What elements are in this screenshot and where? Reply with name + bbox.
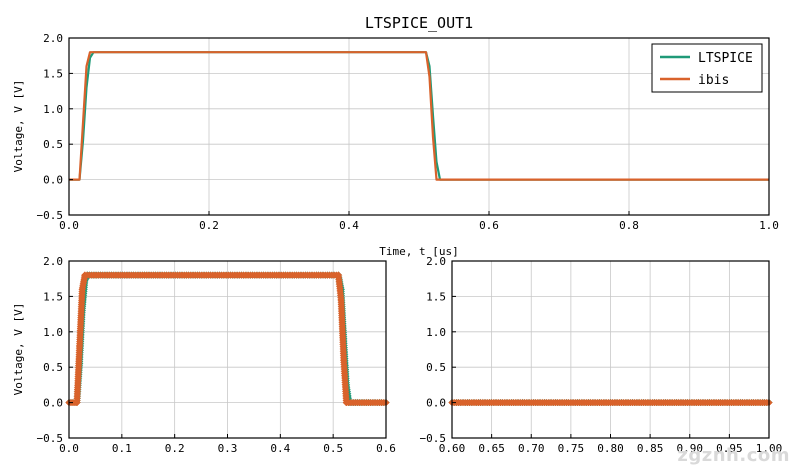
y-tick-label: 0.0 (426, 397, 446, 410)
y-tick-label: 2.0 (43, 32, 63, 45)
y-tick-label: 0.5 (43, 361, 63, 374)
y-axis-label: Voltage, V [V] (12, 303, 25, 396)
x-tick-label: 0.4 (339, 219, 359, 232)
x-tick-label: 0.60 (439, 442, 466, 455)
x-tick-label: 0.0 (59, 219, 79, 232)
y-tick-label: 1.5 (43, 290, 63, 303)
y-tick-label: −0.5 (37, 209, 64, 222)
y-tick-label: −0.5 (420, 432, 447, 445)
x-tick-label: 0.6 (479, 219, 499, 232)
x-tick-label: 0.65 (478, 442, 505, 455)
watermark: zgznh.com (677, 445, 790, 466)
x-tick-label: 0.2 (165, 442, 185, 455)
legend-label-ltspice: LTSPICE (698, 51, 753, 66)
bottom-left-plot: 0.0 0.1 0.2 0.3 0.4 0.5 0.6−0.50.00.51.01.52.0… (12, 255, 396, 455)
y-tick-label: 0.5 (426, 361, 446, 374)
y-tick-label: 1.0 (43, 326, 63, 339)
y-tick-label: 1.0 (426, 326, 446, 339)
y-tick-label: 1.0 (43, 103, 63, 116)
legend-label-ibis: ibis (698, 73, 729, 88)
x-tick-label: 0.2 (199, 219, 219, 232)
x-tick-label: 0.80 (597, 442, 624, 455)
bottom-right-plot: 0.60 0.65 0.70 0.75 0.80 0.85 0.90 0.95 1.00 −0.5… (420, 255, 783, 455)
y-tick-label: 1.5 (426, 290, 446, 303)
x-tick-label: 0.4 (270, 442, 290, 455)
y-tick-label: 1.5 (43, 67, 63, 80)
chart-title: LTSPICE_OUT1 (365, 14, 473, 32)
series-line-ibis (69, 51, 769, 181)
x-tick-label: 0.1 (112, 442, 132, 455)
x-tick-label: 1.00 (756, 442, 783, 455)
y-axis-label: Voltage, V [V] (12, 80, 25, 173)
y-tick-label: −0.5 (37, 432, 64, 445)
x-tick-label: 0.70 (518, 442, 545, 455)
y-tick-label: 0.0 (43, 397, 63, 410)
legend-box (651, 43, 763, 93)
x-tick-label: 0.8 (619, 219, 639, 232)
x-tick-label: 0.0 (59, 442, 79, 455)
x-axis-label: Time, t [us] (379, 245, 458, 258)
legend: LTSPICE ibis (651, 43, 763, 93)
x-tick-label: 0.5 (323, 442, 343, 455)
x-tick-label: 0.95 (716, 442, 743, 455)
x-tick-label: 0.6 (376, 442, 396, 455)
x-tick-label: 0.90 (677, 442, 704, 455)
y-tick-label: 2.0 (426, 255, 446, 268)
y-tick-label: 2.0 (43, 255, 63, 268)
x-tick-label: 1.0 (759, 219, 779, 232)
x-tick-label: 0.3 (218, 442, 238, 455)
plot-frame (68, 37, 770, 216)
y-tick-label: 0.5 (43, 138, 63, 151)
top-plot: LTSPICE_OUT1 0.0 0.2 0.4 0.6 0.8 1.0−0.50.00.… (12, 14, 779, 258)
x-tick-label: 0.85 (637, 442, 664, 455)
y-tick-label: 0.0 (43, 174, 63, 187)
x-tick-label: 0.75 (558, 442, 585, 455)
